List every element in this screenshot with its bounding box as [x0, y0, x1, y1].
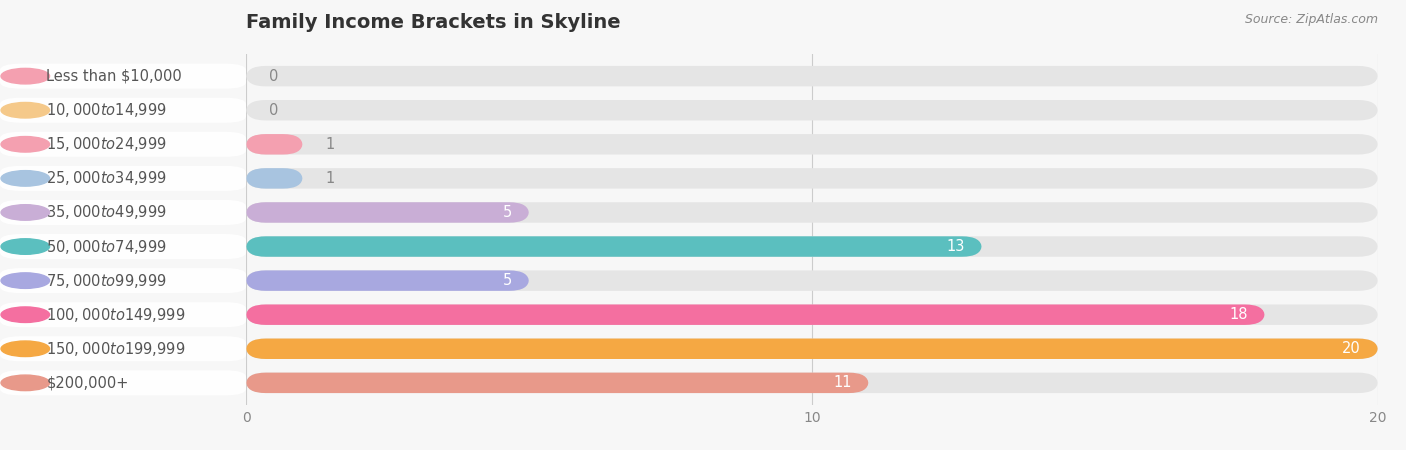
Text: 20: 20	[1343, 341, 1361, 356]
Text: 11: 11	[834, 375, 852, 390]
FancyBboxPatch shape	[246, 134, 1378, 154]
Text: 5: 5	[503, 273, 512, 288]
FancyBboxPatch shape	[246, 338, 1378, 359]
FancyBboxPatch shape	[246, 305, 1378, 325]
FancyBboxPatch shape	[246, 100, 1378, 121]
FancyBboxPatch shape	[246, 66, 1378, 86]
Text: $150,000 to $199,999: $150,000 to $199,999	[46, 340, 186, 358]
Text: $25,000 to $34,999: $25,000 to $34,999	[46, 169, 167, 187]
Text: Less than $10,000: Less than $10,000	[46, 69, 183, 84]
FancyBboxPatch shape	[246, 305, 1265, 325]
Text: 1: 1	[325, 137, 335, 152]
FancyBboxPatch shape	[246, 202, 1378, 223]
Text: 18: 18	[1229, 307, 1247, 322]
FancyBboxPatch shape	[246, 202, 529, 223]
Text: 5: 5	[503, 205, 512, 220]
FancyBboxPatch shape	[246, 168, 302, 189]
FancyBboxPatch shape	[246, 134, 302, 154]
FancyBboxPatch shape	[246, 373, 869, 393]
Text: Source: ZipAtlas.com: Source: ZipAtlas.com	[1244, 14, 1378, 27]
FancyBboxPatch shape	[246, 373, 1378, 393]
Text: $10,000 to $14,999: $10,000 to $14,999	[46, 101, 167, 119]
FancyBboxPatch shape	[246, 236, 1378, 257]
Text: $50,000 to $74,999: $50,000 to $74,999	[46, 238, 167, 256]
FancyBboxPatch shape	[246, 168, 1378, 189]
Text: $100,000 to $149,999: $100,000 to $149,999	[46, 306, 186, 324]
Text: 1: 1	[325, 171, 335, 186]
Text: 13: 13	[946, 239, 965, 254]
FancyBboxPatch shape	[246, 270, 529, 291]
Text: $200,000+: $200,000+	[46, 375, 129, 390]
Text: $35,000 to $49,999: $35,000 to $49,999	[46, 203, 167, 221]
Text: 0: 0	[269, 103, 278, 118]
FancyBboxPatch shape	[246, 338, 1378, 359]
Text: $75,000 to $99,999: $75,000 to $99,999	[46, 272, 167, 290]
FancyBboxPatch shape	[246, 236, 981, 257]
Text: $15,000 to $24,999: $15,000 to $24,999	[46, 135, 167, 153]
Text: Family Income Brackets in Skyline: Family Income Brackets in Skyline	[246, 13, 620, 32]
FancyBboxPatch shape	[246, 270, 1378, 291]
Text: 0: 0	[269, 69, 278, 84]
